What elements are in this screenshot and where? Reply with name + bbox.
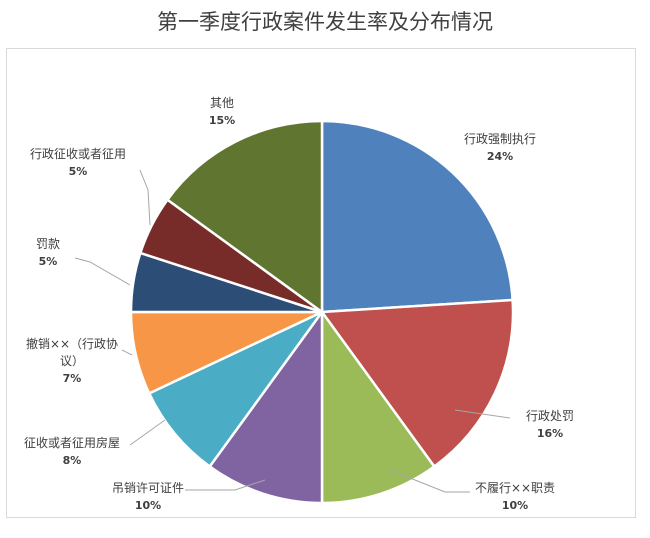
leader-line-1 xyxy=(454,409,511,419)
slice-label-2: 不履行××职责 xyxy=(475,481,555,495)
slice-percent-7: 5% xyxy=(69,165,88,178)
pie-slice-1 xyxy=(319,298,515,469)
slice-percent-4: 8% xyxy=(63,454,82,467)
leader-line-3 xyxy=(185,479,266,491)
slice-label-5-line-1: 议） xyxy=(60,354,84,368)
pie-slice-4 xyxy=(147,310,324,469)
leader-line-5 xyxy=(121,349,133,356)
leader-line-2 xyxy=(389,469,470,493)
slice-percent-5: 7% xyxy=(63,372,82,385)
slice-percent-3: 10% xyxy=(135,499,161,512)
slice-label-7: 行政征收或者征用 xyxy=(30,147,126,161)
slice-label-6: 罚款 xyxy=(36,237,60,251)
slice-label-5-line-0: 撤销××（行政协 xyxy=(26,336,118,351)
slice-label-0: 行政强制执行 xyxy=(464,132,536,146)
pie-slice-2 xyxy=(320,308,437,505)
slice-percent-1: 16% xyxy=(537,427,563,440)
slice-label-1: 行政处罚 xyxy=(526,409,574,423)
slice-percent-6: 5% xyxy=(39,255,58,268)
slice-label-3: 吊销许可证件 xyxy=(112,481,184,495)
chart-title: 第一季度行政案件发生率及分布情况 xyxy=(157,10,493,34)
slice-label-4: 征收或者征用房屋 xyxy=(24,435,120,450)
pie-slice-8 xyxy=(165,119,324,315)
pie-slice-0 xyxy=(320,119,514,314)
pie-slice-3 xyxy=(207,308,324,505)
slice-percent-2: 10% xyxy=(502,499,528,512)
leader-line-4 xyxy=(129,419,166,446)
leader-line-7 xyxy=(139,169,151,226)
slice-percent-8: 15% xyxy=(209,114,235,127)
slice-label-8: 其他 xyxy=(210,96,234,110)
slice-percent-0: 24% xyxy=(487,150,513,163)
leader-line-6 xyxy=(74,257,131,286)
